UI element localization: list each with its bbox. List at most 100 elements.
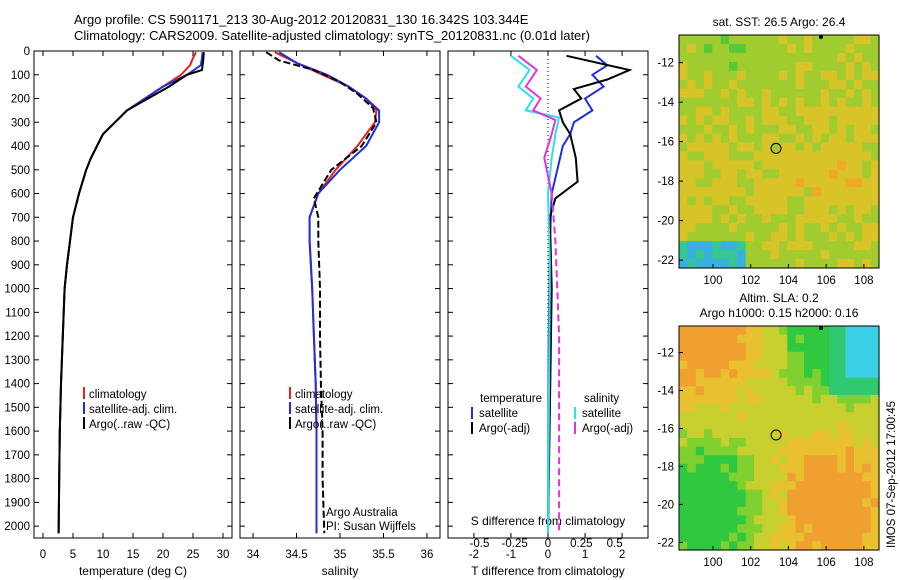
- sla-map-cell: [804, 429, 813, 439]
- sst-map-cell: [737, 106, 747, 117]
- sst-map-cell: [745, 70, 755, 81]
- sst-map-cell: [754, 241, 763, 251]
- sla-map-cell: [745, 455, 755, 465]
- sla-map-cell: [712, 326, 722, 336]
- sla-map-cell: [704, 515, 713, 525]
- sla-map-cell: [795, 438, 805, 448]
- sst-map-cell: [695, 79, 705, 90]
- sst-map-cell: [870, 70, 880, 81]
- sla-map-cell: [737, 343, 747, 353]
- sst-map-cell: [804, 223, 813, 233]
- sst-map-cell: [754, 124, 763, 135]
- salinity-legend-entry: Argo(..raw -QC): [295, 419, 376, 431]
- sst-map-cell: [754, 160, 763, 171]
- differences-series-line: [547, 54, 633, 534]
- sst-map-cell: [712, 259, 722, 269]
- sla-map-cell: [870, 498, 880, 508]
- sla-map-cell: [729, 412, 738, 422]
- sla-map-cell: [770, 446, 780, 456]
- sst-map-cell: [745, 115, 755, 126]
- sst-map-cell: [754, 259, 763, 269]
- sst-map-cell: [729, 169, 738, 179]
- depth-tick-label: 1800: [4, 474, 30, 486]
- sla-map-cell: [704, 334, 713, 344]
- sla-map-cell: [787, 472, 797, 482]
- sla-map-cell: [845, 334, 855, 344]
- sst-map-cell: [712, 115, 722, 126]
- sst-map-cell: [804, 35, 813, 45]
- sst-map-cell: [762, 178, 772, 188]
- sst-map-cell: [770, 97, 780, 108]
- sla-map-title: Altim. SLA: 0.2: [739, 291, 819, 305]
- sla-map-cell: [687, 420, 697, 430]
- sla-map-cell: [770, 360, 780, 370]
- sla-map-cell: [854, 334, 863, 344]
- sst-map-cell: [779, 160, 788, 171]
- sst-map-cell: [862, 250, 872, 260]
- sla-map-cell: [720, 455, 730, 465]
- sla-map-cell: [720, 377, 730, 387]
- sst-map-cell: [679, 232, 688, 242]
- sla-map-cell: [845, 455, 855, 465]
- sla-map-cell: [745, 326, 755, 336]
- sla-map-cell: [854, 386, 863, 396]
- temperature-legend-entry: Argo(..raw -QC): [89, 419, 170, 431]
- sst-map-cell: [712, 97, 722, 108]
- sla-map-cell: [737, 420, 747, 430]
- sst-map-cell: [770, 61, 780, 72]
- sst-map-cell: [862, 160, 872, 171]
- sla-map-cell: [729, 481, 738, 491]
- sla-map-cell: [695, 472, 705, 482]
- sst-map-cell: [787, 223, 797, 233]
- sst-map-cell: [687, 124, 697, 135]
- sst-map-cell: [787, 178, 797, 188]
- sla-map-cell: [745, 360, 755, 370]
- sla-map-cell: [829, 489, 838, 499]
- sst-map-cell: [745, 44, 755, 54]
- depth-tick-label: 1200: [4, 331, 30, 343]
- sla-map-cell: [804, 394, 813, 405]
- sla-map-cell: [829, 541, 838, 551]
- sst-map-cell: [729, 35, 738, 45]
- sla-map-cell: [812, 455, 822, 465]
- sla-map-cell: [862, 532, 872, 542]
- sla-map-cell: [787, 455, 797, 465]
- sla-map-cell: [695, 541, 705, 551]
- sst-map-cell: [737, 196, 747, 206]
- salinity-legend-entry: satellite-adj. clim.: [295, 404, 383, 416]
- credit-annotation: Argo Australia: [326, 507, 398, 519]
- sst-map-cell: [845, 205, 855, 215]
- sla-map-cell: [812, 326, 822, 336]
- sla-map-cell: [820, 438, 830, 448]
- depth-tick-label: 1400: [4, 379, 30, 391]
- sst-map-cell: [845, 97, 855, 108]
- sst-map-cell: [745, 250, 755, 260]
- sla-map-cell: [845, 524, 855, 534]
- sla-map-cell: [870, 343, 880, 353]
- temperature-axes-frame: [33, 50, 233, 539]
- sst-map-cell: [745, 196, 755, 206]
- sla-map-cell: [695, 455, 705, 465]
- sst-map-cell: [695, 97, 705, 108]
- sla-map-cell: [712, 541, 722, 551]
- sst-map-cell: [762, 169, 772, 179]
- sla-map-cell: [870, 541, 880, 551]
- sst-map-cell: [845, 124, 855, 135]
- sst-map-cell: [812, 35, 822, 45]
- sst-map-cell: [737, 133, 747, 144]
- sst-map-cell: [737, 115, 747, 126]
- sla-map-cell: [787, 377, 797, 387]
- sla-map-cell: [695, 377, 705, 387]
- sst-map-cell: [704, 106, 713, 117]
- sla-map-cell: [762, 541, 772, 551]
- depth-tick-label: 1000: [4, 284, 30, 296]
- sla-map-cell: [762, 472, 772, 482]
- sla-map-cell: [687, 351, 697, 361]
- sla-map-cell: [754, 403, 763, 413]
- sst-map-cell: [837, 97, 847, 108]
- sst-map-cell: [870, 196, 880, 206]
- sst-map-cell: [779, 241, 788, 251]
- sst-map-cell: [729, 106, 738, 117]
- sla-map-cell: [829, 429, 838, 439]
- s-legend-entry: Argo(-adj): [582, 423, 633, 435]
